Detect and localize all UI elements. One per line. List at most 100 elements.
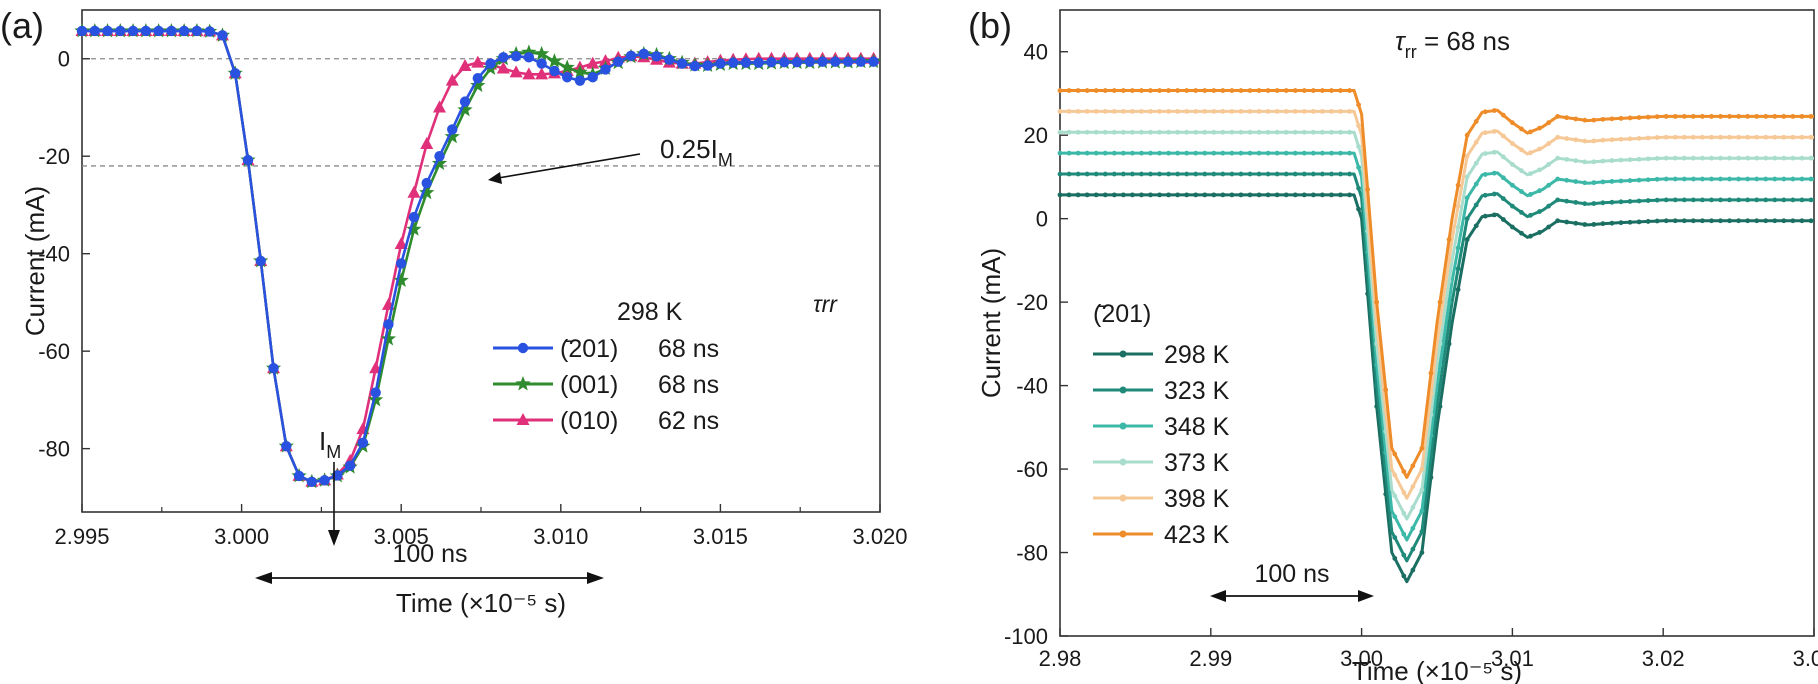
- data-point: [1690, 197, 1696, 203]
- data-point: [1166, 129, 1171, 135]
- data-point: [1338, 150, 1343, 156]
- data-point: [1111, 192, 1117, 198]
- data-point: [1636, 156, 1642, 162]
- legend-b-marker: [1119, 458, 1127, 466]
- data-point: [638, 48, 649, 60]
- data-point: [115, 25, 126, 37]
- data-point: [1618, 136, 1624, 142]
- data-point: [140, 25, 152, 37]
- data-point: [549, 65, 560, 77]
- data-point: [344, 460, 356, 471]
- data-point: [1148, 192, 1153, 198]
- data-point: [498, 52, 509, 63]
- data-point: [1799, 114, 1805, 119]
- data-point: [1111, 150, 1117, 156]
- data-point: [1763, 197, 1769, 203]
- data-point: [1202, 192, 1208, 198]
- data-point: [1446, 258, 1452, 263]
- peak-label: I: [319, 426, 326, 456]
- data-point: [1419, 445, 1425, 451]
- data-point: [1781, 134, 1787, 140]
- legend-a-label: (̄201): [560, 335, 618, 363]
- data-point: [1229, 109, 1235, 114]
- data-point: [1283, 150, 1289, 156]
- data-point: [1329, 150, 1334, 156]
- series-373-K: [1057, 129, 1814, 521]
- data-point: [1175, 171, 1181, 177]
- data-point: [1329, 171, 1334, 177]
- data-point: [1338, 192, 1343, 198]
- data-point: [1528, 212, 1533, 218]
- data-point: [1537, 125, 1542, 131]
- span-annotation-b: 100 ns: [1210, 560, 1374, 602]
- data-point: [1736, 197, 1741, 203]
- data-point: [1220, 129, 1226, 135]
- data-point: [1582, 222, 1588, 227]
- tau-subscript: rr: [1405, 42, 1417, 62]
- data-point: [1401, 510, 1407, 516]
- data-point: [1301, 171, 1307, 177]
- data-point: [1319, 150, 1325, 156]
- data-point: [1582, 159, 1588, 165]
- data-point: [1763, 176, 1769, 182]
- data-point: [1157, 150, 1162, 156]
- data-point: [1555, 197, 1561, 203]
- data-point: [1075, 192, 1081, 198]
- legend-a-label: (010): [560, 407, 618, 435]
- data-point: [1120, 150, 1126, 156]
- data-point: [715, 58, 726, 69]
- data-point: [1718, 114, 1723, 119]
- data-point: [1754, 197, 1760, 203]
- data-point: [1709, 176, 1714, 182]
- data-point: [1310, 171, 1316, 177]
- data-point: [1500, 175, 1506, 181]
- panel-b: (b) 40 20 0 -20 -40 -60 -80 -100 2.98 2.99 3.00 3.…: [968, 5, 1818, 684]
- data-point: [1754, 218, 1760, 224]
- data-point: [1292, 88, 1298, 93]
- data-point: [1093, 109, 1099, 114]
- series-398-K: [1057, 109, 1814, 500]
- data-point: [89, 25, 100, 37]
- data-point: [1727, 197, 1732, 203]
- x-tick-label: 2.98: [1039, 646, 1082, 671]
- data-point: [1627, 199, 1633, 204]
- panel-b-frame: [1059, 9, 1815, 637]
- legend-b-entry: 423 K: [1093, 521, 1230, 549]
- data-point: [434, 151, 445, 162]
- series-line: [82, 29, 874, 484]
- data-point: [1274, 192, 1280, 198]
- data-point: [1111, 109, 1117, 114]
- data-point: [1510, 224, 1515, 230]
- data-point: [1220, 109, 1226, 114]
- data-point: [1093, 192, 1099, 198]
- data-point: [1464, 174, 1470, 180]
- data-point: [496, 61, 510, 74]
- data-point: [1157, 192, 1162, 198]
- data-point: [1392, 514, 1398, 520]
- data-point: [1129, 88, 1135, 93]
- data-point: [779, 56, 790, 68]
- data-point: [191, 25, 203, 37]
- legend-b-entry: 398 K: [1093, 485, 1230, 513]
- data-point: [1265, 129, 1271, 135]
- data-point: [470, 77, 486, 93]
- data-point: [1636, 219, 1642, 225]
- y-tick-label: 0: [1036, 207, 1048, 232]
- panel-a-legend: 298 K τrr (̄201) 68 ns (001) 68 ns (010) 62 n…: [493, 291, 838, 435]
- data-point: [1455, 245, 1461, 251]
- data-point: [1347, 88, 1352, 93]
- data-point: [676, 58, 688, 69]
- data-point: [1238, 129, 1244, 135]
- data-point: [1120, 192, 1126, 198]
- data-point: [1745, 218, 1751, 224]
- data-point: [1392, 535, 1398, 540]
- data-point: [1790, 155, 1796, 161]
- x-tick-label: 3.015: [693, 524, 748, 549]
- data-point: [689, 60, 701, 72]
- data-point: [1211, 88, 1217, 93]
- data-point: [1500, 196, 1506, 202]
- data-point: [1600, 179, 1606, 185]
- data-point: [1482, 109, 1488, 115]
- data-point: [1347, 192, 1352, 198]
- data-point: [217, 30, 228, 41]
